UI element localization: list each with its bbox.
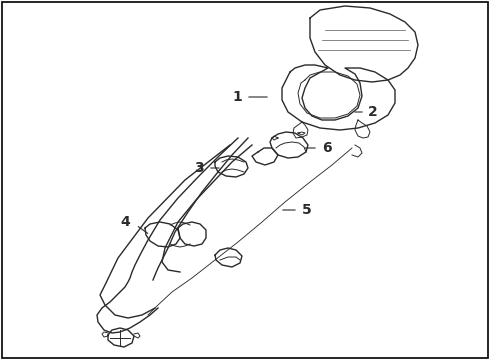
Text: 5: 5: [302, 203, 312, 217]
Text: 2: 2: [368, 105, 378, 119]
Text: 4: 4: [120, 215, 130, 229]
Text: 1: 1: [232, 90, 242, 104]
Text: 3: 3: [195, 161, 204, 175]
Text: 6: 6: [322, 141, 332, 155]
